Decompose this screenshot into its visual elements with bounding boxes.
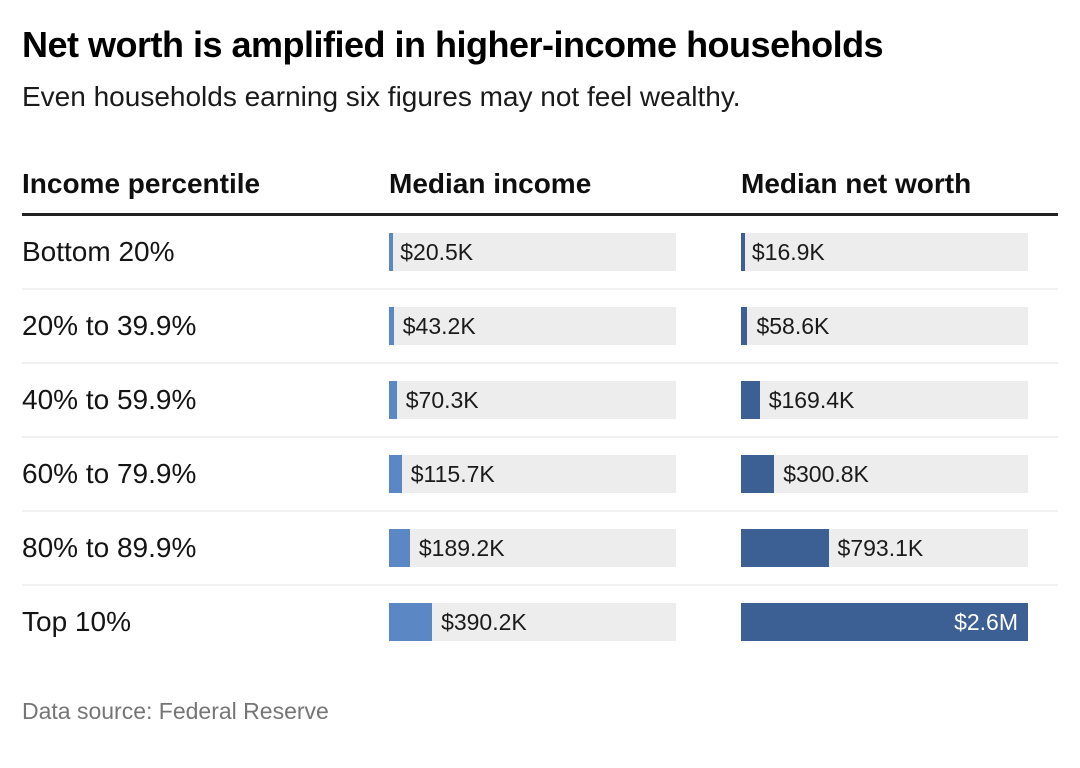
income-bar-track: $115.7K <box>389 455 676 493</box>
page-title: Net worth is amplified in higher-income … <box>22 24 884 65</box>
income-bar-value: $70.3K <box>405 387 479 413</box>
networth-bar-value: $2.6M <box>954 609 1018 635</box>
income-bar-value: $20.5K <box>400 239 474 265</box>
row-label: 80% to 89.9% <box>22 532 197 563</box>
row-label: 20% to 39.9% <box>22 310 197 341</box>
networth-bar-track: $169.4K <box>741 381 1028 419</box>
income-bar-value: $115.7K <box>410 461 495 487</box>
networth-bar-value: $16.9K <box>751 239 825 265</box>
networth-bar-value: $58.6K <box>756 313 830 339</box>
networth-bar-fill <box>741 307 748 345</box>
income-bar-value: $189.2K <box>418 535 505 561</box>
row-label: 60% to 79.9% <box>22 458 197 489</box>
income-bar-value: $43.2K <box>402 313 476 339</box>
income-bar-track: $70.3K <box>389 381 676 419</box>
income-bar-fill <box>389 529 410 567</box>
income-bar-value: $390.2K <box>441 609 527 635</box>
income-bar-fill <box>389 455 402 493</box>
data-table: Bottom 20% $20.5K $16.9K 20% to 39.9% $4… <box>22 216 1058 658</box>
income-bar-fill <box>389 603 433 641</box>
income-bar-track: $43.2K <box>389 307 676 345</box>
table-row: 80% to 89.9% $189.2K $793.1K <box>22 512 1058 586</box>
networth-bar-track: $58.6K <box>741 307 1028 345</box>
table-row: Top 10% $390.2K $2.6M <box>22 586 1058 658</box>
income-bar-track: $189.2K <box>389 529 676 567</box>
column-header-income-percentile: Income percentile <box>22 168 261 199</box>
networth-bar-fill <box>741 381 760 419</box>
networth-bar-track: $793.1K <box>741 529 1028 567</box>
networth-bar-track: $300.8K <box>741 455 1028 493</box>
income-bar-track: $20.5K <box>389 233 676 271</box>
networth-bar-value: $169.4K <box>768 387 855 413</box>
column-header-median-net-worth: Median net worth <box>741 168 972 199</box>
table-row: Bottom 20% $20.5K $16.9K <box>22 216 1058 290</box>
networth-bar-value: $300.8K <box>783 461 869 487</box>
income-bar-track: $390.2K <box>389 603 676 641</box>
income-bar-fill <box>389 381 397 419</box>
page-subtitle: Even households earning six figures may … <box>22 81 741 112</box>
row-label: Top 10% <box>22 606 131 637</box>
table-row: 60% to 79.9% $115.7K $300.8K <box>22 438 1058 512</box>
row-label: 40% to 59.9% <box>22 384 197 415</box>
income-bar-fill <box>389 233 393 271</box>
table-row: 40% to 59.9% $70.3K $169.4K <box>22 364 1058 438</box>
column-header-median-income: Median income <box>389 168 592 199</box>
networth-bar-fill <box>741 529 829 567</box>
data-source-note: Data source: Federal Reserve <box>22 698 329 724</box>
table-header-row: Income percentile Median income Median n… <box>22 168 1058 200</box>
networth-bar-fill <box>741 603 1028 641</box>
networth-bar-fill <box>741 455 775 493</box>
networth-bar-fill <box>741 233 745 271</box>
table-row: 20% to 39.9% $43.2K $58.6K <box>22 290 1058 364</box>
income-bar-fill <box>389 307 394 345</box>
networth-bar-track: $16.9K <box>741 233 1028 271</box>
header-rule <box>22 213 1058 216</box>
networth-bar-track: $2.6M <box>741 603 1028 641</box>
row-label: Bottom 20% <box>22 236 175 267</box>
networth-bar-value: $793.1K <box>837 535 924 561</box>
